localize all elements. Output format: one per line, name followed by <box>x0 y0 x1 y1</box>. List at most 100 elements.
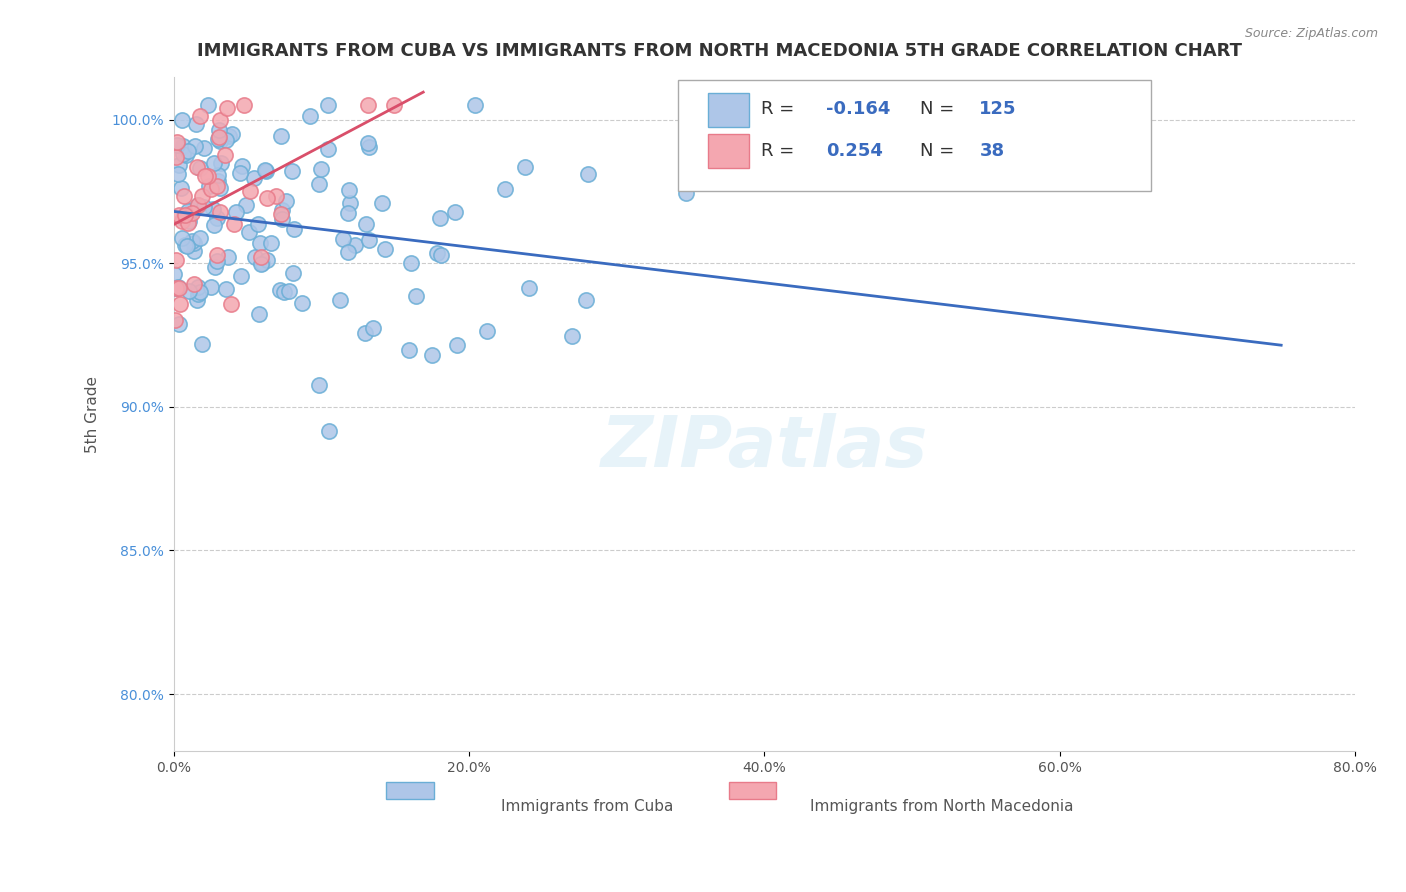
Point <box>238 226 260 240</box>
Point <box>170 231 193 245</box>
Point <box>204 218 226 232</box>
Point <box>174 148 197 162</box>
Point <box>188 231 211 245</box>
Point <box>278 284 301 298</box>
Point <box>170 113 193 128</box>
Point <box>250 256 273 270</box>
Text: -0.164: -0.164 <box>825 100 890 118</box>
Point <box>187 197 209 211</box>
Point <box>186 160 208 174</box>
Point <box>336 245 359 260</box>
Point <box>308 177 330 191</box>
Point <box>194 169 217 183</box>
Point <box>221 297 243 311</box>
Text: IMMIGRANTS FROM CUBA VS IMMIGRANTS FROM NORTH MACEDONIA 5TH GRADE CORRELATION CH: IMMIGRANTS FROM CUBA VS IMMIGRANTS FROM … <box>197 42 1243 60</box>
Text: R =: R = <box>761 142 800 160</box>
Point <box>228 166 250 180</box>
Text: Immigrants from North Macedonia: Immigrants from North Macedonia <box>810 798 1073 814</box>
Bar <box>707 94 749 128</box>
Point <box>188 109 211 123</box>
Point <box>239 184 262 198</box>
Point <box>197 169 219 184</box>
Text: N =: N = <box>921 142 960 160</box>
Text: 125: 125 <box>980 100 1017 118</box>
Point <box>177 284 200 298</box>
Point <box>165 281 187 295</box>
Point <box>374 243 396 257</box>
Point <box>249 235 271 250</box>
Point <box>354 326 377 340</box>
Point <box>298 109 321 123</box>
Point <box>190 189 212 203</box>
Point <box>221 128 243 142</box>
Point <box>180 234 202 248</box>
Point <box>222 217 245 231</box>
Point <box>163 267 186 281</box>
Point <box>167 281 190 295</box>
Point <box>429 211 451 225</box>
Point <box>233 98 256 112</box>
Point <box>166 280 188 294</box>
Point <box>283 266 305 280</box>
Point <box>354 217 377 231</box>
Point <box>184 117 207 131</box>
Point <box>231 160 253 174</box>
Point <box>247 307 270 321</box>
Point <box>281 163 304 178</box>
Point <box>256 191 278 205</box>
Point <box>187 279 209 293</box>
Point <box>249 250 271 264</box>
Point <box>420 348 443 362</box>
Point <box>205 178 228 193</box>
Point <box>264 189 287 203</box>
Point <box>229 269 252 284</box>
Point <box>169 158 191 172</box>
Point <box>200 182 222 196</box>
Point <box>494 182 516 196</box>
Point <box>166 138 188 153</box>
Point <box>172 146 194 161</box>
Point <box>382 98 405 112</box>
Point <box>197 98 219 112</box>
Point <box>183 244 205 258</box>
Point <box>561 329 583 343</box>
Point <box>205 211 228 226</box>
Point <box>217 251 239 265</box>
Point <box>243 250 266 264</box>
Point <box>180 202 202 217</box>
Text: 38: 38 <box>980 142 1004 160</box>
Point <box>316 98 339 112</box>
Point <box>371 196 394 211</box>
Point <box>269 283 291 297</box>
Point <box>172 139 194 153</box>
Point <box>274 194 297 208</box>
Point <box>357 234 380 248</box>
Point <box>291 295 314 310</box>
Point <box>183 236 205 251</box>
Point <box>260 235 283 250</box>
Point <box>401 256 423 270</box>
Point <box>208 205 231 219</box>
FancyBboxPatch shape <box>678 80 1150 191</box>
Point <box>188 161 211 176</box>
Point <box>167 167 190 181</box>
Point <box>214 147 236 161</box>
Point <box>201 202 224 216</box>
Point <box>207 174 229 188</box>
Point <box>165 313 187 327</box>
Point <box>172 211 194 225</box>
Point <box>316 143 339 157</box>
Bar <box>728 782 776 798</box>
Point <box>207 132 229 146</box>
Text: ZIPatlas: ZIPatlas <box>600 413 928 483</box>
Point <box>254 162 277 177</box>
Text: Source: ZipAtlas.com: Source: ZipAtlas.com <box>1244 27 1378 40</box>
Point <box>176 144 198 158</box>
Point <box>446 338 468 352</box>
Point <box>176 239 198 253</box>
Text: R =: R = <box>761 100 800 118</box>
Point <box>205 254 228 268</box>
Point <box>191 337 214 351</box>
Point <box>675 186 697 200</box>
Point <box>177 216 200 230</box>
